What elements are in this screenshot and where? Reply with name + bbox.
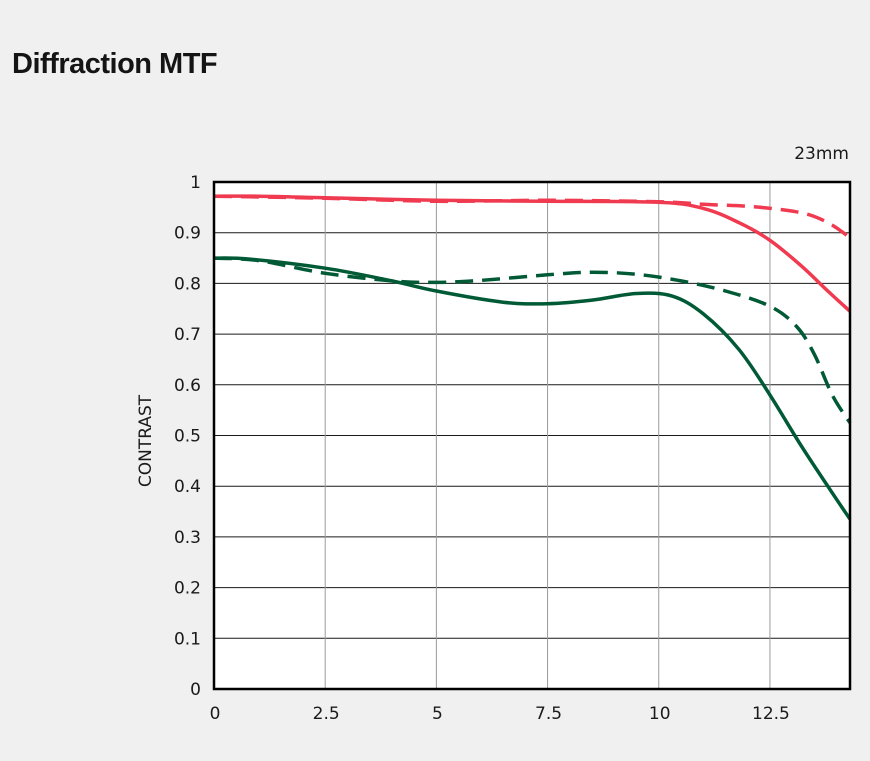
y-tick-label: 0.9 [174,224,201,244]
series-lines [213,194,852,521]
y-tick-label: 0.4 [174,477,201,497]
y-tick-label: 0.1 [174,629,201,649]
x-tick-label: 0 [210,704,221,724]
y-tick-label: 0.6 [174,376,201,396]
page-title: Diffraction MTF [12,48,218,80]
y-tick-label: 0.5 [174,427,201,447]
series-line-2 [213,256,852,521]
x-tick-label: 10 [649,704,671,724]
y-tick-label: 0.7 [174,325,201,345]
y-tick-label: 0.2 [174,579,201,599]
grid-lines [214,182,850,689]
y-axis-label: CONTRAST [136,394,156,487]
y-tick-label: 0.3 [174,528,201,548]
x-tick-labels: 0 2.5 5 7.5 10 12.5 [210,704,790,724]
x-tick-label: 2.5 [313,704,340,724]
y-tick-label: 0.8 [174,274,201,294]
x-tick-label: 7.5 [535,704,562,724]
x-tick-label: 5 [432,704,443,724]
plot-frame [212,180,852,691]
series-line-3 [213,256,852,424]
y-tick-labels: 0 0.1 0.2 0.3 0.4 0.5 0.6 0.7 0.8 0.9 1 [174,173,201,700]
chart-subtitle: 23mm [794,144,849,164]
series-line-0 [213,194,852,313]
y-tick-label: 1 [190,173,201,193]
y-tick-label: 0 [190,680,201,700]
x-tick-label: 12.5 [752,704,790,724]
